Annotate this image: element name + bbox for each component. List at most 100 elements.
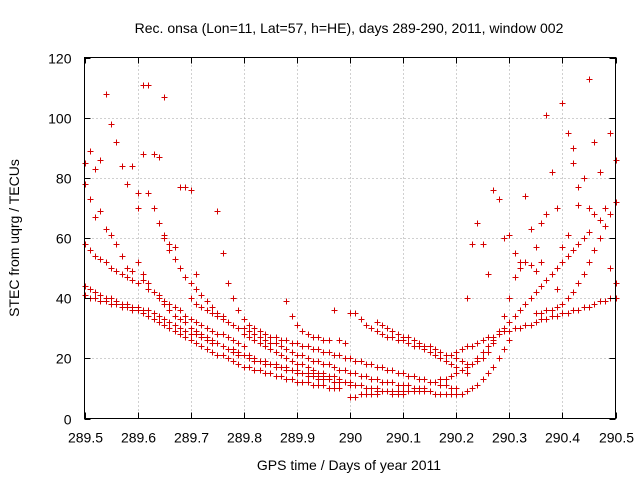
data-point — [331, 307, 338, 314]
data-point — [448, 373, 455, 380]
data-point — [581, 271, 588, 278]
data-point — [506, 337, 513, 344]
data-point — [517, 259, 524, 266]
data-point — [235, 307, 242, 314]
y-tick-label: 60 — [56, 231, 72, 247]
data-point — [108, 295, 115, 302]
y-tick-label: 0 — [64, 412, 72, 428]
data-point — [283, 346, 290, 353]
data-point — [480, 241, 487, 248]
data-point — [586, 229, 593, 236]
data-point — [453, 364, 460, 371]
data-point — [512, 274, 519, 281]
data-point — [352, 382, 359, 389]
data-point — [294, 322, 301, 329]
grid-lines — [84, 57, 616, 419]
data-point — [283, 337, 290, 344]
data-point — [411, 373, 418, 380]
data-point — [151, 289, 158, 296]
data-point — [251, 358, 258, 365]
data-point — [273, 349, 280, 356]
data-point — [145, 190, 152, 197]
data-point — [522, 322, 529, 329]
data-point — [453, 385, 460, 392]
data-point — [326, 349, 333, 356]
series-prn-e — [82, 292, 343, 392]
data-point — [358, 316, 365, 323]
data-point — [512, 250, 519, 257]
y-tick-label: 20 — [56, 351, 72, 367]
data-point — [538, 283, 545, 290]
data-point — [368, 376, 375, 383]
data-point — [214, 331, 221, 338]
data-point — [315, 346, 322, 353]
data-point — [278, 373, 285, 380]
data-point — [204, 325, 211, 332]
data-point — [453, 370, 460, 377]
data-point — [581, 235, 588, 242]
data-point — [543, 316, 550, 323]
data-point — [506, 295, 513, 302]
data-point — [97, 256, 104, 263]
data-point — [374, 391, 381, 398]
data-point — [124, 181, 131, 188]
data-point — [92, 289, 99, 296]
data-point — [565, 253, 572, 260]
data-point — [193, 271, 200, 278]
x-tick-label: 290.4 — [545, 430, 580, 446]
data-point — [135, 280, 142, 287]
data-point — [597, 235, 604, 242]
data-point — [209, 328, 216, 335]
data-point — [129, 163, 136, 170]
data-point — [581, 175, 588, 182]
data-point — [246, 322, 253, 329]
data-point — [257, 328, 264, 335]
data-point — [575, 280, 582, 287]
data-point — [193, 319, 200, 326]
data-point — [145, 280, 152, 287]
data-point — [193, 286, 200, 293]
data-point — [182, 184, 189, 191]
data-point — [528, 226, 535, 233]
data-point — [517, 325, 524, 332]
data-point — [363, 373, 370, 380]
data-point — [352, 358, 359, 365]
data-point — [119, 271, 126, 278]
data-point — [607, 265, 614, 272]
data-point — [135, 205, 142, 212]
data-point — [82, 292, 89, 299]
data-point — [565, 310, 572, 317]
data-point — [591, 139, 598, 146]
data-point — [602, 298, 609, 305]
data-point — [220, 352, 227, 359]
data-point — [204, 307, 211, 314]
data-point — [405, 340, 412, 347]
chart-title: Rec. onsa (Lon=11, Lat=57, h=HE), days 2… — [135, 20, 564, 36]
data-point — [575, 307, 582, 314]
data-point — [320, 349, 327, 356]
data-point — [310, 367, 317, 374]
data-point — [182, 274, 189, 281]
data-point — [384, 325, 391, 332]
data-point — [549, 271, 556, 278]
data-point — [241, 352, 248, 359]
data-point — [352, 370, 359, 377]
data-point — [480, 355, 487, 362]
data-point — [220, 316, 227, 323]
data-point — [299, 328, 306, 335]
data-point — [188, 187, 195, 194]
x-tick-label: 290.1 — [386, 430, 421, 446]
data-point — [145, 286, 152, 293]
data-point — [97, 208, 104, 215]
data-point — [172, 304, 179, 311]
data-point — [161, 235, 168, 242]
data-point — [464, 295, 471, 302]
data-point — [87, 286, 94, 293]
data-point — [565, 130, 572, 137]
data-point — [97, 292, 104, 299]
data-point — [177, 307, 184, 314]
data-point — [267, 361, 274, 368]
data-point — [485, 271, 492, 278]
data-point — [459, 346, 466, 353]
